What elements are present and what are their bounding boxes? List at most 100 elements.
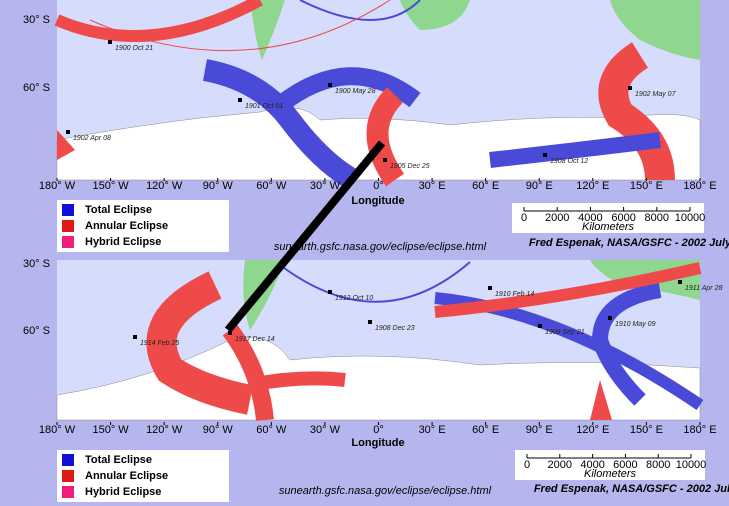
legend-swatch xyxy=(62,486,74,498)
longitude-label: 60° W xyxy=(256,424,287,436)
longitude-label: 120° E xyxy=(576,180,609,192)
path-marker xyxy=(538,324,542,328)
path-label: 1905 Dec 25 xyxy=(390,163,430,170)
path-label: 1901 Oct 01 xyxy=(245,103,283,110)
path-label: 1900 Oct 21 xyxy=(115,45,153,52)
longitude-label: 0° xyxy=(373,180,384,192)
credit: Fred Espenak, NASA/GSFC - 2002 July xyxy=(534,483,729,495)
scale-label: 2000 xyxy=(548,459,572,471)
longitude-label: 0° xyxy=(373,424,384,436)
legend-box xyxy=(57,450,229,502)
path-label: 1909 Sep 21 xyxy=(545,329,585,336)
legend-label: Total Eclipse xyxy=(85,204,152,216)
longitude-label: 90° E xyxy=(526,180,553,192)
map-bottom xyxy=(56,260,704,422)
longitude-label: 90° W xyxy=(203,424,234,436)
path-label: 1902 May 07 xyxy=(635,91,677,98)
legend-swatch xyxy=(62,454,74,466)
scale-label: 4000 xyxy=(578,212,602,224)
path-marker xyxy=(328,83,332,87)
path-label: 1902 Apr 08 xyxy=(73,135,111,142)
longitude-label: 180° E xyxy=(683,180,716,192)
scale-label: 2000 xyxy=(545,212,569,224)
scale-label: 6000 xyxy=(611,212,635,224)
path-marker xyxy=(543,153,547,157)
scale-label: 10000 xyxy=(676,459,707,471)
longitude-label: 150° E xyxy=(630,180,663,192)
scale-box xyxy=(515,450,705,480)
axis-title: Longitude xyxy=(351,195,404,207)
latitude-label: 60° S xyxy=(23,325,50,337)
longitude-label: 120° W xyxy=(146,180,183,192)
longitude-label: 150° W xyxy=(92,424,129,436)
source-url: sunearth.gsfc.nasa.gov/eclipse/eclipse.h… xyxy=(279,485,492,497)
path-label: 1912 Oct 10 xyxy=(335,295,373,302)
legend-label: Total Eclipse xyxy=(85,454,152,466)
latitude-label: 30° S xyxy=(23,14,50,26)
scale-label: 0 xyxy=(521,212,527,224)
path-label: 1908 Dec 23 xyxy=(375,325,415,332)
scale-box xyxy=(512,203,704,233)
longitude-label: 30° E xyxy=(419,180,446,192)
path-marker xyxy=(383,158,387,162)
longitude-label: 180° E xyxy=(683,424,716,436)
path-marker xyxy=(133,335,137,339)
longitude-label: 150° W xyxy=(92,180,129,192)
longitude-label: 120° E xyxy=(576,424,609,436)
path-label: 1908 Oct 12 xyxy=(550,158,588,165)
longitude-label: 60° E xyxy=(472,424,499,436)
longitude-label: 90° W xyxy=(203,180,234,192)
path-label: 1914 Feb 25 xyxy=(140,340,179,347)
source-url: sunearth.gsfc.nasa.gov/eclipse/eclipse.h… xyxy=(274,241,487,253)
path-marker xyxy=(488,286,492,290)
longitude-label: 150° E xyxy=(630,424,663,436)
path-marker xyxy=(678,280,682,284)
latitude-label: 60° S xyxy=(23,82,50,94)
legend-swatch xyxy=(62,236,74,248)
path-label: 1917 Dec 14 xyxy=(235,336,275,343)
longitude-label: 30° W xyxy=(310,424,341,436)
scale-label: 6000 xyxy=(613,459,637,471)
map-top xyxy=(54,0,701,188)
path-marker xyxy=(238,98,242,102)
path-marker xyxy=(628,86,632,90)
path-label: 1900 May 28 xyxy=(335,88,376,95)
longitude-label: 60° W xyxy=(256,180,287,192)
longitude-label: 30° E xyxy=(419,424,446,436)
labels: 30° S 60° S 180° W 150° W 120° W 90° W 60° W 30… xyxy=(23,14,729,502)
longitude-label: 90° E xyxy=(526,424,553,436)
path-marker xyxy=(608,316,612,320)
path-marker xyxy=(108,40,112,44)
path-marker xyxy=(368,320,372,324)
scale-label: 4000 xyxy=(580,459,604,471)
legend-swatch xyxy=(62,220,74,232)
legend-label: Annular Eclipse xyxy=(85,470,168,482)
axis-title: Longitude xyxy=(351,437,404,449)
scale-label: 8000 xyxy=(645,212,669,224)
scale-label: 0 xyxy=(524,459,530,471)
latitude-label: 30° S xyxy=(23,258,50,270)
path-label: 1911 Apr 28 xyxy=(685,285,722,292)
legend-label: Hybrid Eclipse xyxy=(85,236,161,248)
legend-swatch xyxy=(62,204,74,216)
path-marker xyxy=(228,331,232,335)
scale-unit: Kilometers xyxy=(584,468,636,480)
longitude-label: 60° E xyxy=(472,180,499,192)
scale-unit: Kilometers xyxy=(582,221,634,233)
path-marker xyxy=(328,290,332,294)
path-marker xyxy=(66,130,70,134)
credit: Fred Espenak, NASA/GSFC - 2002 July xyxy=(529,237,729,249)
legend-label: Annular Eclipse xyxy=(85,220,168,232)
longitude-label: 180° W xyxy=(39,424,76,436)
longitude-label: 120° W xyxy=(146,424,183,436)
scale-label: 10000 xyxy=(675,212,706,224)
legend-swatch xyxy=(62,470,74,482)
scale-label: 8000 xyxy=(646,459,670,471)
legend-box xyxy=(57,200,229,252)
longitude-label: 180° W xyxy=(39,180,76,192)
path-label: 1910 May 09 xyxy=(615,321,656,328)
legend-label: Hybrid Eclipse xyxy=(85,486,161,498)
path-label: 1910 Feb 14 xyxy=(495,291,534,298)
connector-line xyxy=(224,140,386,333)
